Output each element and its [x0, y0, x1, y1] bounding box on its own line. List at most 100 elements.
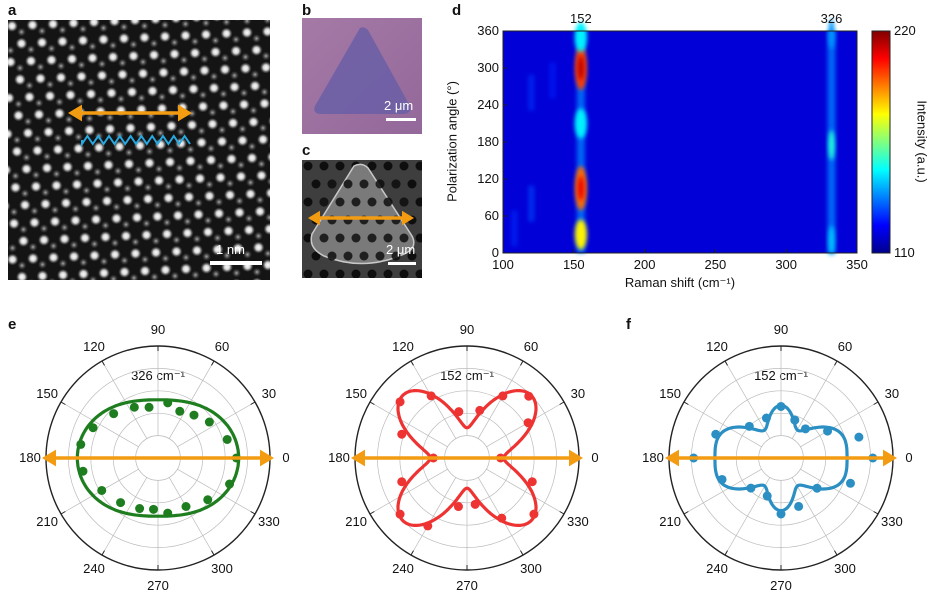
- x-axis-title: Raman shift (cm⁻¹): [624, 275, 736, 290]
- polarization-arrow-c: [308, 210, 414, 226]
- data-point: [711, 429, 721, 439]
- polarization-arrow: [42, 449, 274, 467]
- data-point: [397, 477, 407, 487]
- angle-tick-label: 150: [36, 386, 58, 401]
- data-point: [181, 501, 191, 511]
- data-point: [470, 499, 480, 509]
- peak-label: 152: [570, 11, 592, 26]
- data-point: [761, 413, 771, 423]
- angle-tick-label: 270: [770, 578, 792, 593]
- wavenumber-annotation: 152 cm⁻¹: [440, 368, 494, 383]
- data-point: [790, 415, 800, 425]
- atom-lattice: [8, 20, 270, 280]
- data-point: [395, 509, 405, 519]
- wavenumber-annotation: 326 cm⁻¹: [131, 368, 185, 383]
- panel-label-d: d: [452, 2, 462, 19]
- data-point: [116, 498, 126, 508]
- stem-image-panel: 1 nm: [8, 20, 270, 280]
- optical-image-panel: 2 μm: [302, 18, 422, 134]
- heatmap-peak: [574, 22, 587, 53]
- y-tick-label: 240: [477, 97, 499, 112]
- x-tick-label: 200: [633, 257, 656, 272]
- data-point: [129, 402, 139, 412]
- data-point: [397, 429, 407, 439]
- data-point: [203, 495, 213, 505]
- scale-bar-c: [388, 262, 416, 265]
- data-point: [88, 423, 98, 433]
- scale-bar-c-label: 2 μm: [386, 242, 416, 257]
- panel-label-c: c: [302, 142, 311, 159]
- y-tick-label: 0: [491, 245, 499, 260]
- y-tick-label: 360: [477, 23, 499, 38]
- panel-label-f: f: [626, 316, 631, 333]
- angle-tick-label: 0: [905, 450, 913, 465]
- data-point: [76, 439, 86, 449]
- colorbar-title: Intensity (a.u.): [914, 100, 930, 183]
- data-point: [762, 491, 772, 501]
- angle-tick-label: 60: [214, 339, 230, 355]
- data-point: [845, 478, 855, 488]
- angle-tick-label: 240: [83, 560, 105, 576]
- data-point: [135, 504, 145, 514]
- data-point: [144, 402, 154, 412]
- y-tick-label: 300: [477, 60, 499, 75]
- zigzag-chain-marker: [81, 134, 191, 148]
- angle-tick-label: 270: [147, 578, 169, 593]
- angle-tick-label: 60: [837, 339, 853, 355]
- data-point: [189, 410, 199, 420]
- colorbar-min-label: 110: [894, 245, 915, 260]
- data-point: [524, 391, 534, 401]
- data-point: [868, 453, 878, 463]
- data-point: [426, 391, 436, 401]
- heatmap-peak: [574, 219, 587, 250]
- scale-bar-a-label: 1 nm: [216, 242, 245, 257]
- fit-curve: [713, 403, 849, 513]
- angle-tick-label: 210: [345, 514, 367, 529]
- data-point: [163, 398, 173, 408]
- data-point: [800, 424, 810, 434]
- polarization-arrow: [351, 449, 583, 467]
- y-tick-label: 180: [477, 134, 499, 149]
- x-tick-label: 100: [492, 257, 514, 272]
- scale-bar-b: [386, 118, 416, 121]
- fit-curve: [396, 389, 538, 527]
- x-tick-label: 300: [775, 257, 798, 272]
- heatmap-background: [503, 31, 857, 253]
- angle-tick-label: 210: [659, 514, 681, 529]
- angle-tick-label: 60: [523, 339, 539, 355]
- angle-tick-label: 150: [345, 386, 367, 401]
- data-point: [475, 405, 485, 415]
- data-point: [423, 521, 433, 531]
- heatmap-peak: [574, 108, 587, 139]
- data-point: [231, 453, 241, 463]
- heatmap-peak: [828, 130, 835, 161]
- angle-tick-label: 120: [392, 339, 414, 355]
- colorbar-max-label: 220: [894, 23, 916, 38]
- scale-bar-a: [210, 261, 262, 265]
- data-point: [109, 409, 119, 419]
- tem-image: [303, 161, 422, 278]
- data-point: [744, 421, 754, 431]
- data-point: [497, 513, 507, 523]
- angle-tick-label: 0: [282, 450, 290, 465]
- angle-tick-label: 330: [880, 514, 903, 529]
- data-point: [812, 483, 822, 493]
- y-axis-title: Polarization angle (°): [444, 81, 460, 202]
- data-point: [163, 508, 173, 518]
- angle-tick-label: 240: [392, 560, 414, 576]
- angle-tick-label: 270: [456, 578, 478, 593]
- panel-label-a: a: [8, 2, 17, 19]
- wavenumber-annotation: 152 cm⁻¹: [754, 368, 808, 383]
- fit-curve: [75, 398, 241, 518]
- data-point: [78, 466, 88, 476]
- stem-image: [8, 20, 270, 280]
- panel-label-e: e: [8, 316, 17, 333]
- data-point: [225, 479, 235, 489]
- polarization-arrow-a: [68, 104, 192, 122]
- panel-label-b: b: [302, 2, 312, 19]
- angle-tick-label: 30: [570, 386, 586, 401]
- angle-tick-label: 180: [328, 450, 350, 465]
- data-point: [717, 474, 727, 484]
- data-point: [175, 406, 185, 416]
- x-tick-label: 150: [562, 257, 585, 272]
